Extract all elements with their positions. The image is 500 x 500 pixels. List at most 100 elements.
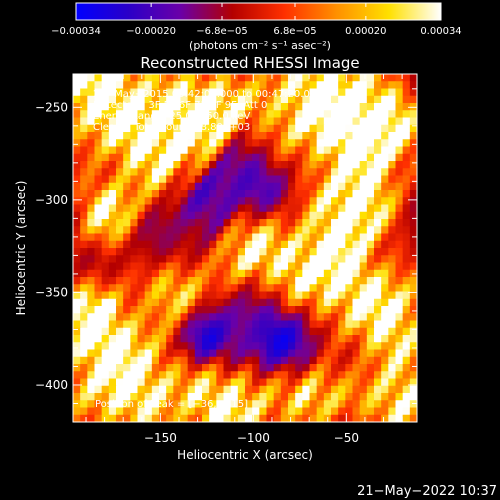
heatmap-cell bbox=[273, 175, 282, 184]
heatmap-cell bbox=[381, 356, 389, 365]
heatmap-cell bbox=[288, 219, 296, 227]
heatmap-cell bbox=[295, 110, 303, 119]
heatmap-cell bbox=[295, 356, 303, 365]
heatmap-cell bbox=[316, 74, 325, 82]
heatmap-cell bbox=[123, 204, 131, 213]
heatmap-cell bbox=[409, 139, 417, 148]
heatmap-cell bbox=[302, 306, 311, 314]
heatmap-cell bbox=[273, 400, 282, 409]
heatmap-cell bbox=[359, 204, 368, 213]
heatmap-cell bbox=[409, 168, 417, 177]
heatmap-cell bbox=[94, 342, 103, 351]
heatmap-cell bbox=[331, 240, 339, 249]
heatmap-cell bbox=[352, 269, 361, 278]
heatmap-cell bbox=[316, 219, 325, 227]
heatmap-cell bbox=[273, 378, 282, 387]
heatmap-cell bbox=[137, 153, 146, 162]
heatmap-cell bbox=[187, 88, 196, 97]
heatmap-cell bbox=[209, 284, 217, 293]
heatmap-cell bbox=[123, 124, 131, 133]
heatmap-cell bbox=[280, 168, 289, 177]
heatmap-cell bbox=[187, 284, 196, 293]
colorbar-tick-label: 0.00034 bbox=[420, 26, 461, 37]
heatmap-cell bbox=[295, 74, 303, 82]
heatmap-cell bbox=[144, 74, 153, 82]
heatmap-cell bbox=[388, 81, 397, 90]
heatmap-cell bbox=[395, 124, 404, 133]
heatmap-cell bbox=[230, 110, 239, 119]
heatmap-cell bbox=[123, 414, 131, 422]
heatmap-cell bbox=[295, 146, 303, 155]
heatmap-cell bbox=[338, 74, 346, 82]
heatmap-cell bbox=[366, 349, 375, 358]
heatmap-cell bbox=[374, 74, 382, 82]
heatmap-cell bbox=[151, 132, 160, 140]
heatmap-cell bbox=[87, 414, 96, 422]
heatmap-cell bbox=[130, 356, 139, 365]
heatmap-cell bbox=[180, 248, 189, 256]
heatmap-cell bbox=[209, 81, 217, 90]
heatmap-cell bbox=[338, 161, 346, 169]
heatmap-cell bbox=[316, 182, 325, 191]
heatmap-cell bbox=[202, 233, 210, 242]
heatmap-cell bbox=[194, 385, 203, 394]
heatmap-cell bbox=[402, 291, 411, 300]
heatmap-cell bbox=[137, 204, 146, 213]
heatmap-cell bbox=[216, 284, 225, 293]
heatmap-cell bbox=[331, 103, 339, 111]
heatmap-cell bbox=[316, 371, 325, 380]
heatmap-cell bbox=[151, 407, 160, 416]
heatmap-cell bbox=[280, 269, 289, 278]
heatmap-cell bbox=[409, 146, 417, 155]
heatmap-cell bbox=[87, 277, 96, 285]
heatmap-cell bbox=[302, 248, 311, 256]
heatmap-cell bbox=[73, 306, 81, 314]
heatmap-cell bbox=[374, 168, 382, 177]
heatmap-cell bbox=[309, 226, 318, 235]
heatmap-cell bbox=[259, 378, 268, 387]
heatmap-cell bbox=[280, 349, 289, 358]
heatmap-cell bbox=[273, 349, 282, 358]
chart-title: Reconstructed RHESSI Image bbox=[140, 54, 359, 72]
heatmap-cell bbox=[409, 349, 417, 358]
heatmap-cell bbox=[259, 226, 268, 235]
heatmap-cell bbox=[402, 327, 411, 336]
heatmap-cell bbox=[409, 153, 417, 162]
heatmap-cell bbox=[180, 306, 189, 314]
heatmap-cell bbox=[302, 226, 311, 235]
heatmap-cell bbox=[173, 110, 182, 119]
heatmap-cell bbox=[137, 95, 146, 104]
heatmap-cell bbox=[409, 284, 417, 293]
heatmap-cell bbox=[237, 161, 246, 169]
heatmap-cell bbox=[151, 284, 160, 293]
heatmap-cell bbox=[116, 371, 124, 380]
heatmap-cell bbox=[345, 240, 354, 249]
heatmap-cell bbox=[216, 117, 225, 126]
heatmap-cell bbox=[209, 146, 217, 155]
heatmap-cell bbox=[180, 284, 189, 293]
heatmap-cell bbox=[151, 255, 160, 264]
heatmap-cell bbox=[230, 248, 239, 256]
heatmap-cell bbox=[338, 385, 346, 394]
heatmap-cell bbox=[166, 284, 174, 293]
heatmap-cell bbox=[295, 298, 303, 307]
heatmap-cell bbox=[80, 378, 88, 387]
heatmap-cell bbox=[73, 291, 81, 300]
heatmap-cell bbox=[366, 269, 375, 278]
heatmap-cell bbox=[388, 414, 397, 422]
heatmap-cell bbox=[374, 81, 382, 90]
heatmap-cell bbox=[266, 407, 275, 416]
heatmap-cell bbox=[252, 117, 260, 126]
heatmap-cell bbox=[116, 74, 124, 82]
heatmap-cell bbox=[194, 407, 203, 416]
heatmap-cell bbox=[144, 233, 153, 242]
heatmap-cell bbox=[409, 182, 417, 191]
heatmap-cell bbox=[245, 240, 253, 249]
heatmap-cell bbox=[302, 269, 311, 278]
heatmap-cell bbox=[151, 95, 160, 104]
heatmap-cell bbox=[295, 349, 303, 358]
heatmap-cell bbox=[338, 110, 346, 119]
heatmap-cell bbox=[302, 182, 311, 191]
heatmap-cell bbox=[87, 175, 96, 184]
